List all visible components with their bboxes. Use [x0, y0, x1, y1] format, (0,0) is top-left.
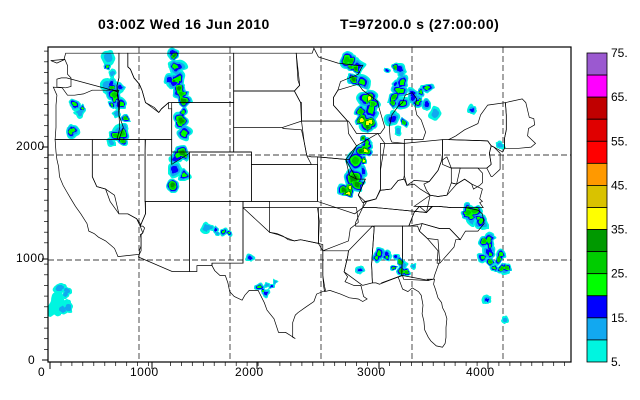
svg-text:35.: 35.: [611, 223, 628, 237]
svg-text:15.: 15.: [611, 311, 628, 325]
svg-text:65.: 65.: [611, 90, 628, 104]
svg-text:45.: 45.: [611, 178, 628, 192]
svg-text:25.: 25.: [611, 267, 628, 281]
svg-text:5.: 5.: [611, 355, 621, 369]
svg-text:75.: 75.: [611, 46, 628, 60]
svg-text:55.: 55.: [611, 134, 628, 148]
